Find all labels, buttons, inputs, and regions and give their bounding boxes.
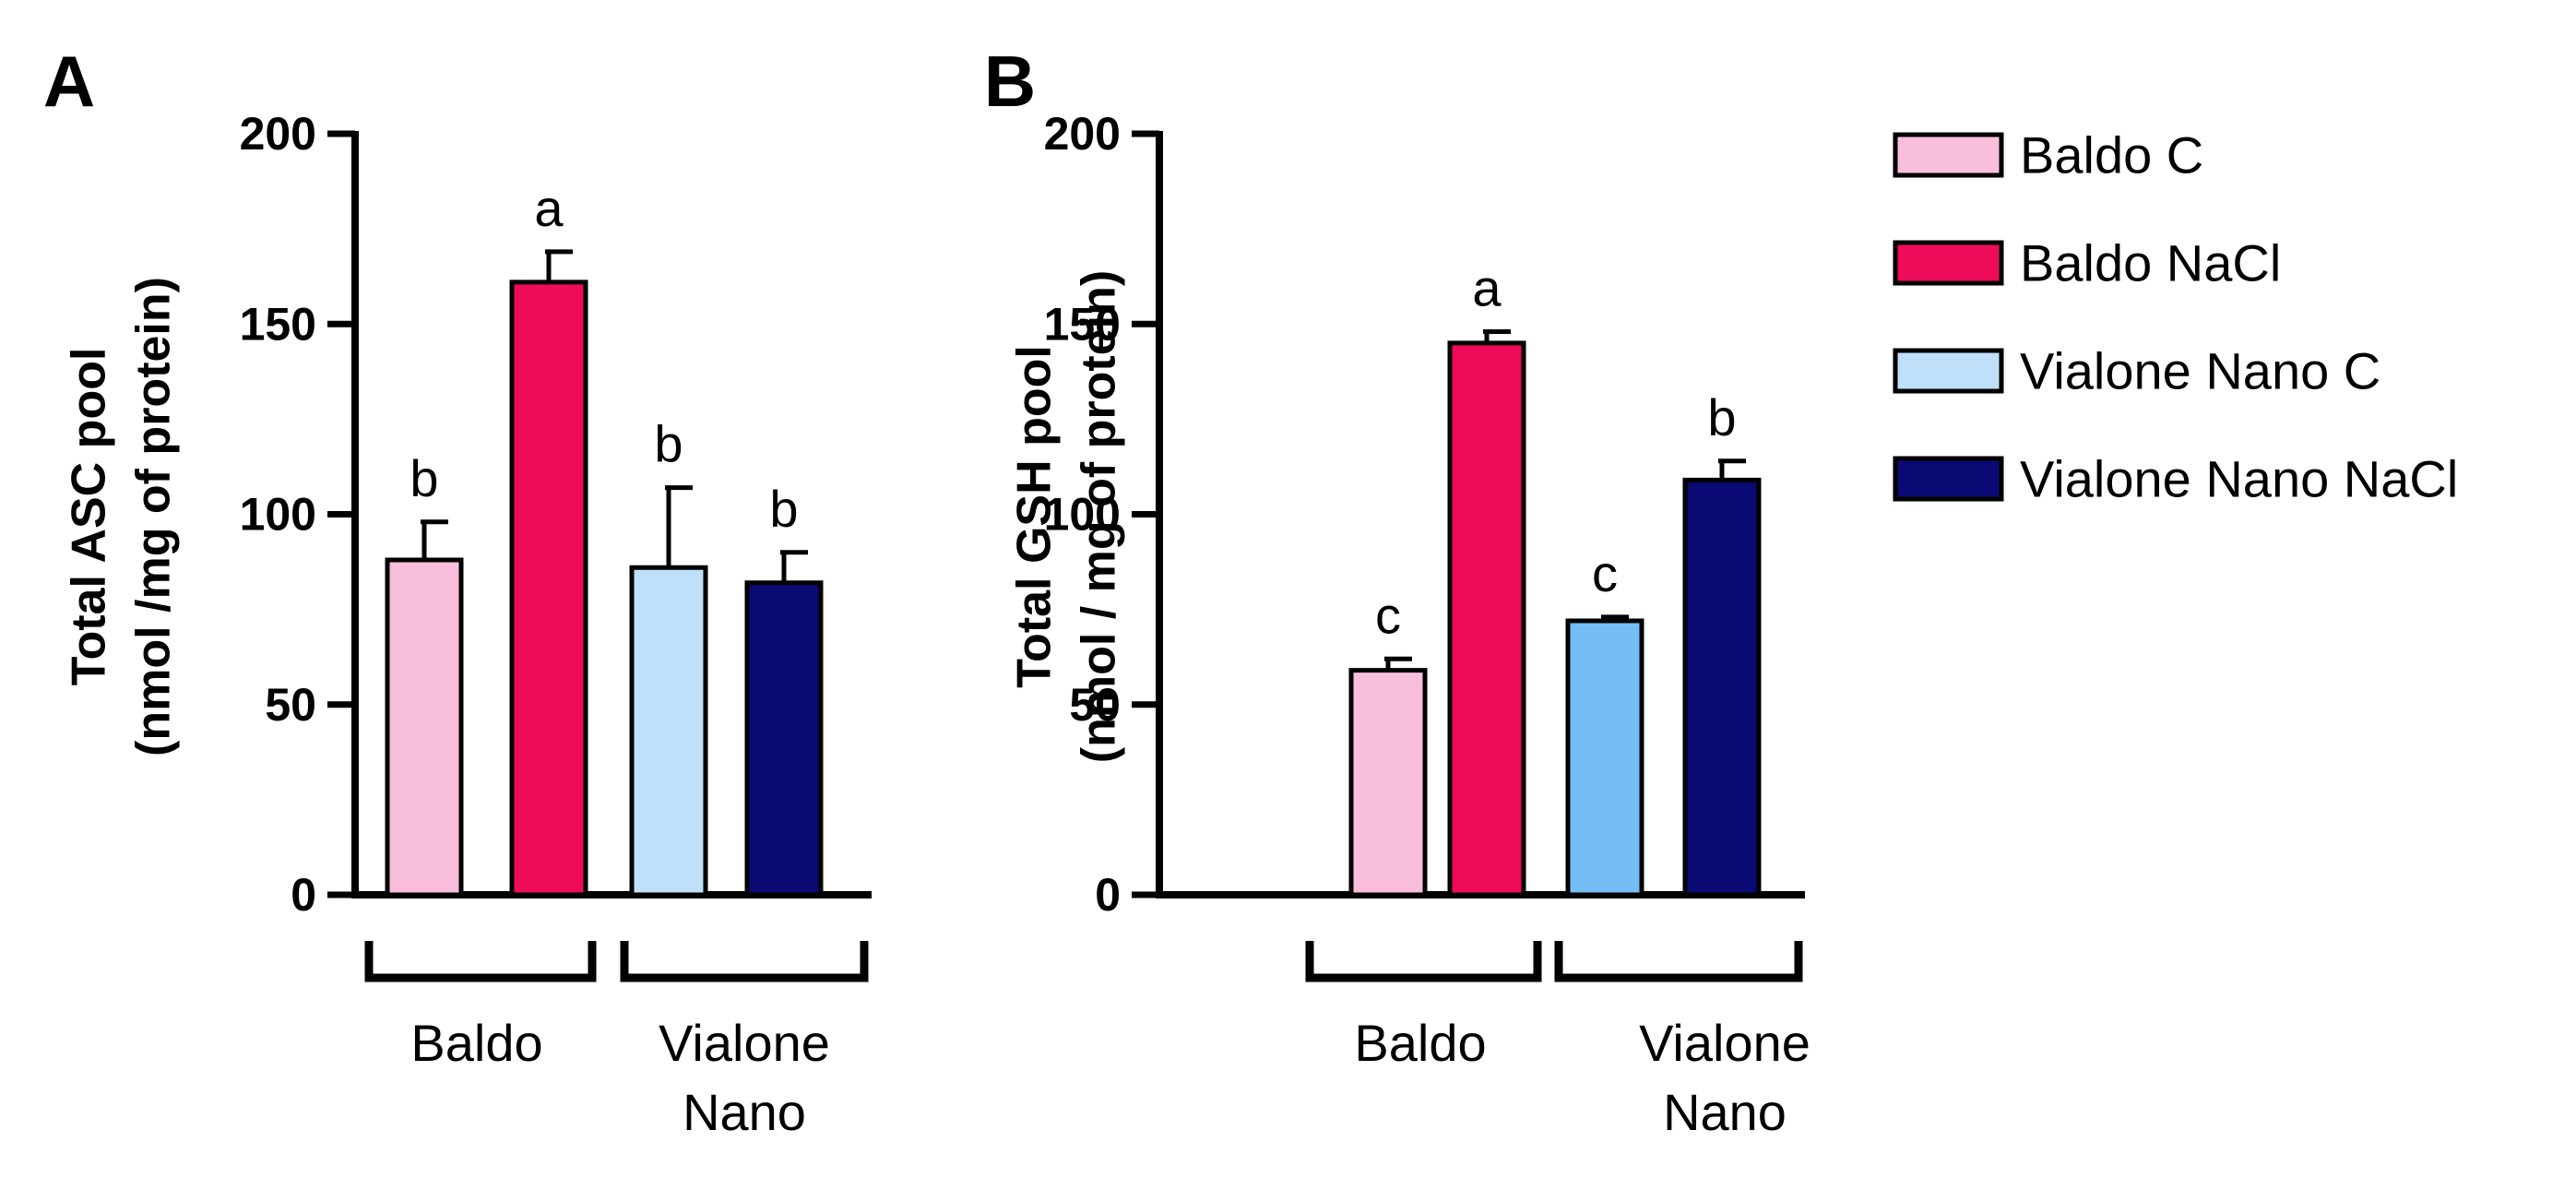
y-tick-label: 200 bbox=[240, 108, 316, 160]
bar bbox=[629, 565, 708, 898]
legend-swatch bbox=[1893, 240, 2004, 286]
y-tick-label: 200 bbox=[1044, 108, 1121, 160]
significance-letter: a bbox=[534, 179, 564, 237]
group-label: Vialone bbox=[659, 1014, 830, 1072]
y-axis-label-units: (nmol / mg of protein) bbox=[1073, 270, 1126, 763]
y-tick-label: 100 bbox=[1044, 489, 1121, 541]
group-label: Vialone bbox=[1639, 1014, 1810, 1072]
legend: Baldo C Baldo NaCl Vialone Nano C Vialone N… bbox=[1893, 126, 2458, 508]
y-tick-label: 0 bbox=[1095, 869, 1121, 921]
panel-letter: B bbox=[984, 41, 1036, 122]
group-bracket bbox=[1554, 941, 1803, 982]
legend-label: Vialone Nano C bbox=[2020, 342, 2380, 400]
panel-letter: A bbox=[43, 41, 95, 122]
bar bbox=[1447, 340, 1526, 898]
group-label: Nano bbox=[683, 1083, 806, 1141]
y-tick-label: 50 bbox=[1069, 679, 1121, 731]
legend-label: Baldo NaCl bbox=[2020, 234, 2281, 292]
y-axis-label: Total ASC pool bbox=[63, 348, 116, 686]
group-bracket bbox=[1305, 941, 1542, 982]
group-label: Baldo bbox=[410, 1014, 542, 1072]
bar bbox=[385, 557, 464, 898]
legend-swatch bbox=[1893, 456, 2004, 502]
significance-letter: b bbox=[1707, 388, 1736, 446]
bar bbox=[744, 580, 824, 898]
significance-letter: a bbox=[1472, 259, 1502, 317]
bar bbox=[1682, 477, 1762, 898]
group-bracket bbox=[620, 941, 869, 982]
y-tick-label: 150 bbox=[240, 298, 316, 350]
y-tick-label: 150 bbox=[1044, 298, 1121, 350]
y-tick-label: 50 bbox=[265, 679, 316, 731]
legend-swatch bbox=[1893, 132, 2004, 178]
group-label: Nano bbox=[1663, 1083, 1787, 1141]
panel-a: A Total ASC pool (nmol /mg of protein) 0 50 1… bbox=[43, 41, 872, 1141]
significance-letter: b bbox=[410, 449, 438, 507]
significance-letter: c bbox=[1375, 586, 1401, 644]
group-bracket bbox=[364, 941, 597, 982]
bar bbox=[1348, 668, 1428, 898]
y-axis-label: Total GSH pool bbox=[1008, 345, 1062, 688]
significance-letter: b bbox=[654, 415, 683, 473]
legend-swatch bbox=[1893, 348, 2004, 394]
y-axis-label-units: (nmol /mg of protein) bbox=[127, 277, 181, 756]
y-tick-label: 100 bbox=[240, 489, 316, 541]
significance-letter: b bbox=[769, 480, 798, 538]
panel-b: B Total GSH pool (nmol / mg of protein) 0 50… bbox=[984, 41, 1810, 1141]
legend-label: Baldo C bbox=[2020, 126, 2203, 184]
significance-letter: c bbox=[1592, 544, 1618, 602]
legend-label: Vialone Nano NaCl bbox=[2020, 450, 2458, 508]
group-label: Baldo bbox=[1354, 1014, 1486, 1072]
y-tick-label: 0 bbox=[291, 869, 316, 921]
bar bbox=[509, 280, 588, 898]
bar bbox=[1565, 618, 1644, 898]
